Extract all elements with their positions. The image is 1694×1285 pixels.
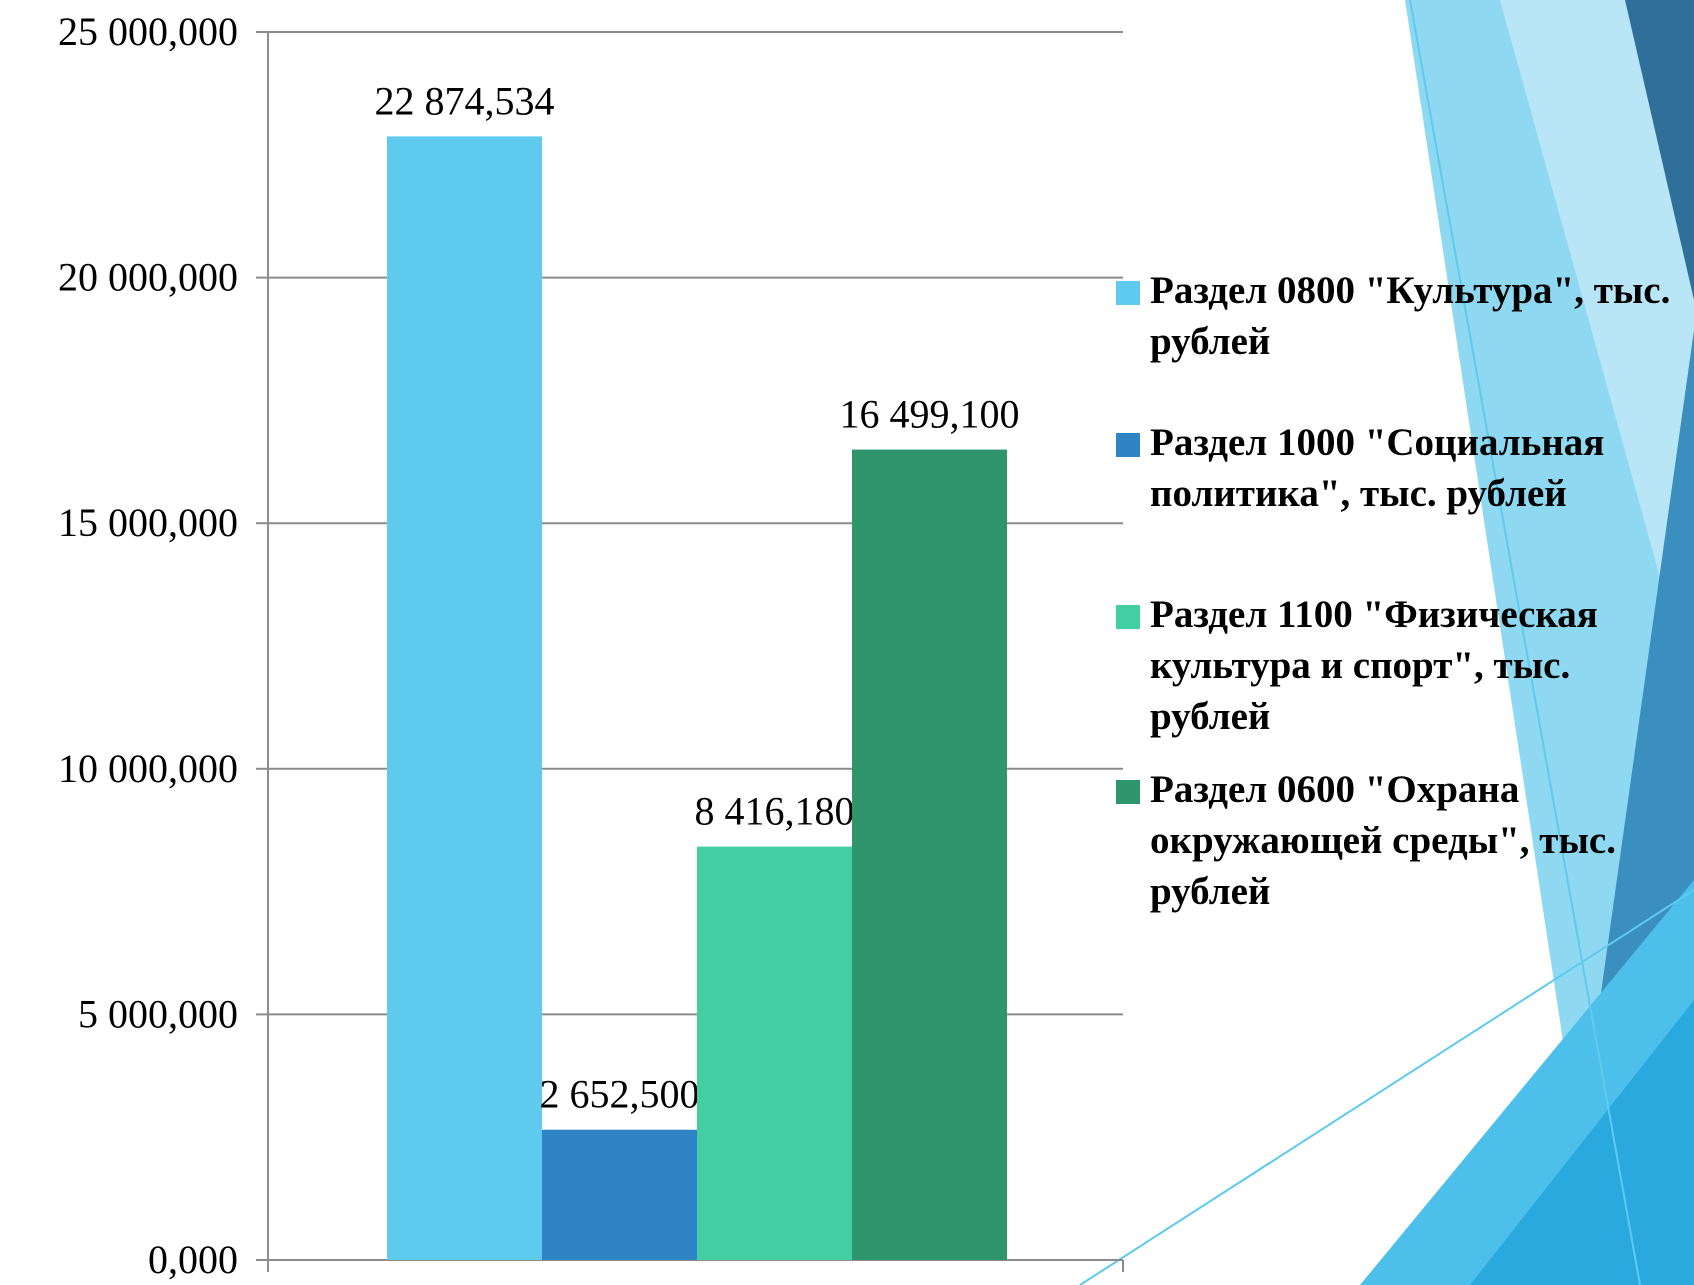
- y-tick-label: 5 000,000: [78, 991, 238, 1036]
- legend-entry: Раздел 0600 "Охрана окружающей среды", т…: [1116, 764, 1686, 917]
- bar: [697, 846, 852, 1260]
- legend-label: Раздел 0600 "Охрана окружающей среды", т…: [1150, 768, 1616, 913]
- y-tick-label: 15 000,000: [58, 500, 238, 545]
- y-tick-label: 20 000,000: [58, 255, 238, 300]
- legend-label: Раздел 1100 "Физическая культура и спорт…: [1150, 593, 1598, 738]
- data-label: 22 874,534: [375, 78, 555, 123]
- legend-swatch: [1116, 780, 1140, 804]
- data-label: 2 652,500: [540, 1072, 700, 1117]
- legend-entry: Раздел 1100 "Физическая культура и спорт…: [1116, 589, 1686, 742]
- legend-label: Раздел 0800 "Культура", тыс. рублей: [1150, 269, 1671, 363]
- legend-entry: Раздел 1000 "Социальная политика", тыс. …: [1116, 417, 1686, 519]
- background-decoration: [1079, 0, 1694, 1285]
- bar: [387, 136, 542, 1261]
- y-tick-label: 0,000: [148, 1237, 238, 1282]
- legend-swatch: [1116, 605, 1140, 629]
- legend-swatch: [1116, 433, 1140, 457]
- y-tick-label: 25 000,000: [58, 9, 238, 54]
- legend-label: Раздел 1000 "Социальная политика", тыс. …: [1150, 421, 1605, 515]
- legend-swatch: [1116, 281, 1140, 305]
- data-label: 16 499,100: [840, 392, 1020, 437]
- legend-entry: Раздел 0800 "Культура", тыс. рублей: [1116, 265, 1686, 367]
- y-tick-label: 10 000,000: [58, 746, 238, 791]
- data-label: 8 416,180: [695, 789, 855, 834]
- bar: [852, 449, 1007, 1260]
- bar: [542, 1129, 697, 1260]
